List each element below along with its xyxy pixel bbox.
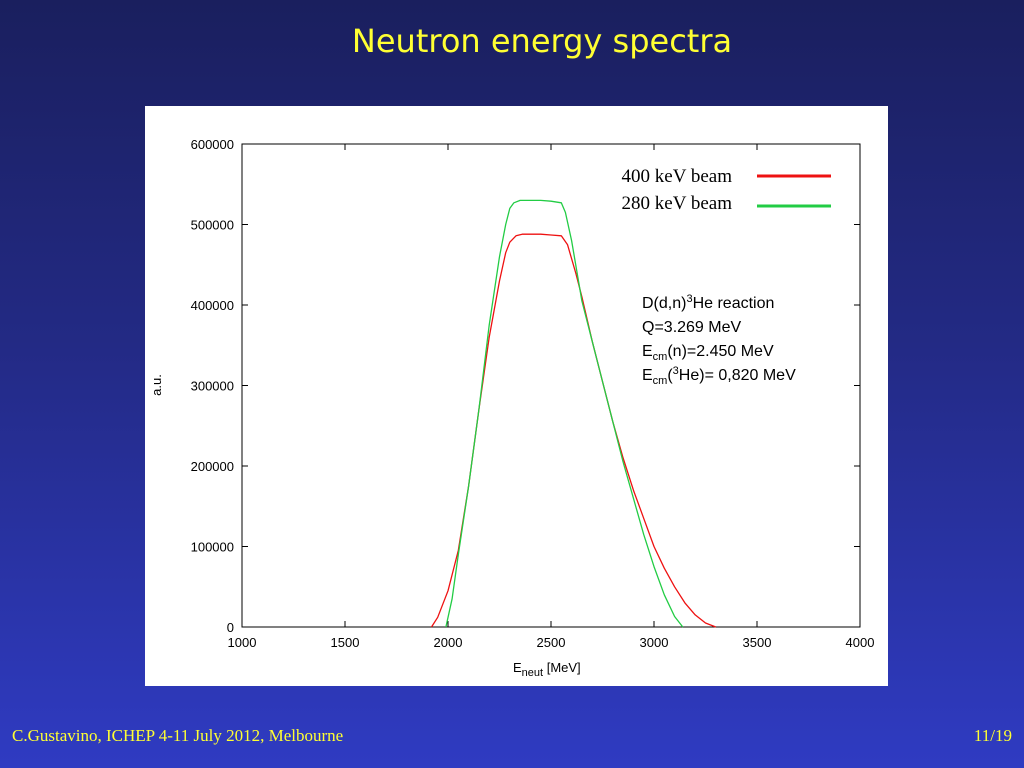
axis-ticks: 1000 1500 2000 2500 3000 3500 4000 0 100000 20000… (191, 137, 875, 650)
plot-panel: 1000 1500 2000 2500 3000 3500 4000 0 100000 20000… (145, 106, 888, 686)
x-label-main: E (513, 660, 522, 675)
annot-1a: D(d,n) (642, 295, 686, 312)
x-label-sub: neut (522, 667, 543, 679)
y-tick-label-5: 500000 (191, 218, 234, 233)
x-tick-label-2: 2000 (434, 635, 463, 650)
x-tick-label-3: 2500 (537, 635, 566, 650)
annotation-reaction: D(d,n)3He reaction (642, 293, 774, 312)
spectrum-chart: 1000 1500 2000 2500 3000 3500 4000 0 100000 20000… (149, 137, 875, 679)
annot-1sup: 3 (686, 293, 692, 305)
y-tick-label-2: 200000 (191, 459, 234, 474)
footer-citation: C.Gustavino, ICHEP 4-11 July 2012, Melbo… (12, 726, 344, 745)
annotation-q-value: Q=3.269 MeV (642, 319, 742, 336)
annot-4b: ( (667, 367, 673, 384)
y-axis-label: a.u. (149, 374, 164, 396)
y-tick-label-4: 400000 (191, 298, 234, 313)
annot-3b: (n)=2.450 MeV (667, 343, 774, 360)
annot-4sub: cm (653, 375, 668, 387)
x-tick-label-6: 4000 (846, 635, 875, 650)
x-tick-label-0: 1000 (228, 635, 257, 650)
x-tick-label-1: 1500 (331, 635, 360, 650)
annot-1b: He reaction (693, 295, 775, 312)
y-tick-label-3: 300000 (191, 379, 234, 394)
page-number: 11/19 (973, 726, 1012, 745)
x-tick-label-4: 3000 (640, 635, 669, 650)
annot-4sup: 3 (673, 365, 679, 377)
annotation-ecm-n: Ecm(n)=2.450 MeV (642, 343, 774, 363)
annot-3a: E (642, 343, 653, 360)
annotation-ecm-he: Ecm(3He)= 0,820 MeV (642, 365, 796, 387)
y-tick-label-1: 100000 (191, 540, 234, 555)
y-tick-label-0: 0 (227, 620, 234, 635)
x-label-unit: [MeV] (543, 660, 581, 675)
y-tick-label-6: 600000 (191, 137, 234, 152)
plot-frame (241, 143, 861, 628)
slide-title: Neutron energy spectra (351, 22, 733, 60)
legend: 400 keV beam 280 keV beam (622, 166, 831, 214)
series-layer (430, 199, 717, 628)
annot-4c: He)= 0,820 MeV (679, 367, 796, 384)
reaction-annotation: D(d,n)3He reaction Q=3.269 MeV Ecm(n)=2.… (642, 293, 796, 387)
legend-label-280: 280 keV beam (622, 193, 733, 214)
legend-label-400: 400 keV beam (622, 166, 733, 187)
x-tick-label-5: 3500 (743, 635, 772, 650)
x-axis-label: Eneut [MeV] (513, 660, 581, 679)
annot-4a: E (642, 367, 653, 384)
series-line-0 (430, 233, 717, 628)
annot-3sub: cm (653, 351, 668, 363)
series-line-1 (445, 199, 684, 628)
